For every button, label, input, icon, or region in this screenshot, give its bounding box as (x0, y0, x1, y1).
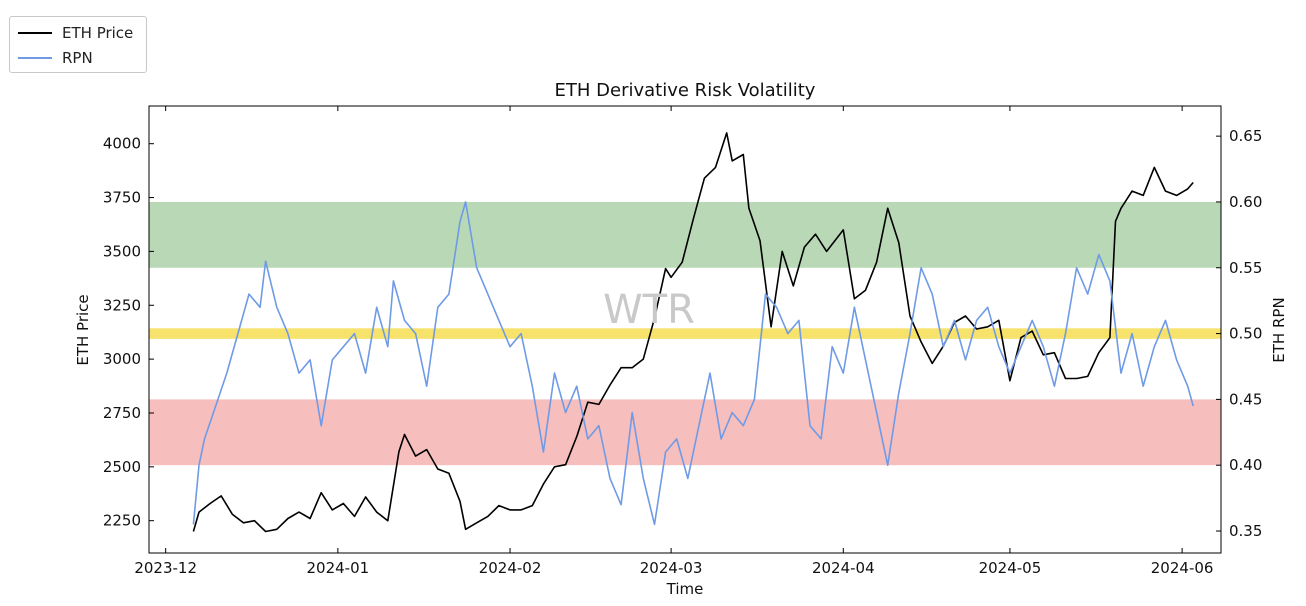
legend-item-eth-price: ETH Price (10, 23, 133, 43)
band-low (149, 399, 1221, 466)
left-tick-label: 4000 (103, 135, 141, 153)
band-high (149, 201, 1221, 268)
chart-title: ETH Derivative Risk Volatility (555, 80, 816, 101)
right-tick-label: 0.60 (1229, 193, 1262, 211)
x-tick-label: 2024-06 (1151, 559, 1214, 577)
legend-swatch-eth-price (18, 32, 52, 34)
legend-label-eth-price: ETH Price (62, 24, 134, 42)
right-tick-label: 0.35 (1229, 522, 1262, 540)
band-mid (149, 328, 1221, 339)
left-tick-label: 3500 (103, 242, 141, 260)
right-tick-label: 0.50 (1229, 325, 1262, 343)
x-tick-label: 2024-01 (307, 559, 370, 577)
watermark: WTR (603, 287, 695, 333)
legend: ETH Price RPN (9, 16, 147, 73)
x-axis-label: Time (666, 580, 704, 598)
series-line-rpn (192, 201, 1194, 526)
x-tick-label: 2024-03 (640, 559, 703, 577)
left-tick-label: 2250 (103, 512, 141, 530)
left-tick-label: 3000 (103, 350, 141, 368)
right-tick-label: 0.55 (1229, 259, 1262, 277)
axes: 2023-12 2024-01 2024-02 2024-03 2024-04 2024-… (103, 106, 1262, 577)
right-tick-label: 0.45 (1229, 390, 1262, 408)
risk-bands (149, 201, 1221, 466)
series-lines (192, 132, 1194, 533)
right-tick-label: 0.40 (1229, 456, 1262, 474)
right-tick-label: 0.65 (1229, 127, 1262, 145)
legend-label-rpn: RPN (62, 49, 93, 67)
plot-frame (148, 105, 1222, 554)
x-tick-label: 2024-04 (812, 559, 875, 577)
right-axis-label: ETH RPN (1270, 297, 1288, 362)
x-tick-label: 2024-02 (479, 559, 542, 577)
left-tick-label: 3750 (103, 189, 141, 207)
series-line-eth-price (192, 132, 1194, 533)
legend-item-rpn: RPN (10, 48, 93, 68)
x-tick-label: 2024-05 (979, 559, 1042, 577)
legend-swatch-rpn (18, 57, 52, 59)
left-axis-label: ETH Price (74, 294, 92, 365)
left-tick-label: 2750 (103, 404, 141, 422)
x-tick-label: 2023-12 (134, 559, 197, 577)
left-tick-label: 2500 (103, 458, 141, 476)
left-tick-label: 3250 (103, 296, 141, 314)
